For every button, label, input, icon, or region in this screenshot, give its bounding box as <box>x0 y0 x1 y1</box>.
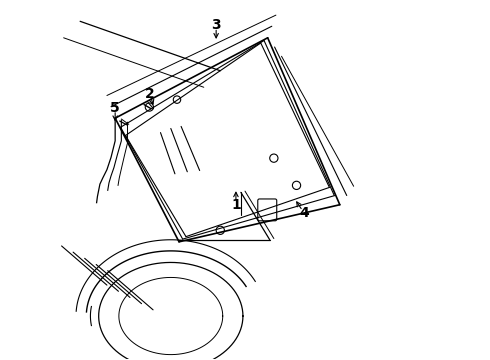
Text: 5: 5 <box>110 101 120 115</box>
Text: 3: 3 <box>211 18 221 32</box>
Text: 2: 2 <box>145 87 154 101</box>
Text: 4: 4 <box>299 206 309 220</box>
Text: 1: 1 <box>231 198 241 212</box>
